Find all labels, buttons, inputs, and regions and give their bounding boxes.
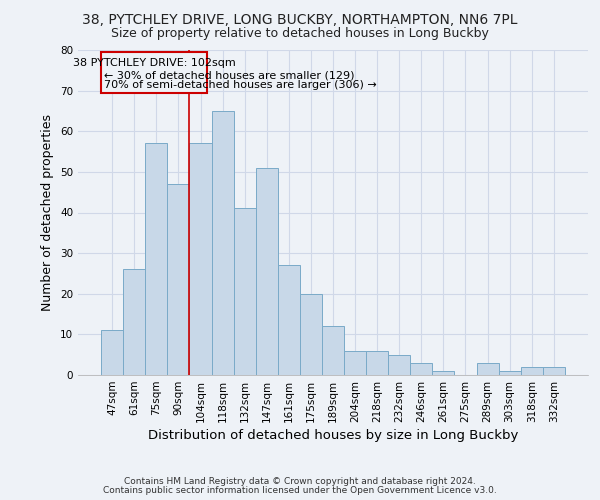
Bar xyxy=(123,270,145,375)
Bar xyxy=(190,144,212,375)
Bar xyxy=(388,354,410,375)
Bar xyxy=(410,363,433,375)
Text: Contains HM Land Registry data © Crown copyright and database right 2024.: Contains HM Land Registry data © Crown c… xyxy=(124,477,476,486)
Bar xyxy=(300,294,322,375)
Text: ← 30% of detached houses are smaller (129): ← 30% of detached houses are smaller (12… xyxy=(104,70,355,81)
Bar xyxy=(521,367,543,375)
Bar xyxy=(499,371,521,375)
Bar xyxy=(366,350,388,375)
Bar xyxy=(101,330,123,375)
Bar xyxy=(167,184,190,375)
Bar xyxy=(278,266,300,375)
Text: 70% of semi-detached houses are larger (306) →: 70% of semi-detached houses are larger (… xyxy=(104,80,377,90)
Text: Size of property relative to detached houses in Long Buckby: Size of property relative to detached ho… xyxy=(111,28,489,40)
Text: 38, PYTCHLEY DRIVE, LONG BUCKBY, NORTHAMPTON, NN6 7PL: 38, PYTCHLEY DRIVE, LONG BUCKBY, NORTHAM… xyxy=(82,12,518,26)
X-axis label: Distribution of detached houses by size in Long Buckby: Distribution of detached houses by size … xyxy=(148,429,518,442)
FancyBboxPatch shape xyxy=(101,52,207,92)
Bar xyxy=(256,168,278,375)
Bar xyxy=(476,363,499,375)
Bar xyxy=(322,326,344,375)
Bar xyxy=(433,371,454,375)
Y-axis label: Number of detached properties: Number of detached properties xyxy=(41,114,55,311)
Bar xyxy=(233,208,256,375)
Bar xyxy=(212,111,233,375)
Bar xyxy=(145,144,167,375)
Text: Contains public sector information licensed under the Open Government Licence v3: Contains public sector information licen… xyxy=(103,486,497,495)
Bar xyxy=(543,367,565,375)
Bar xyxy=(344,350,366,375)
Text: 38 PYTCHLEY DRIVE: 102sqm: 38 PYTCHLEY DRIVE: 102sqm xyxy=(73,58,236,68)
